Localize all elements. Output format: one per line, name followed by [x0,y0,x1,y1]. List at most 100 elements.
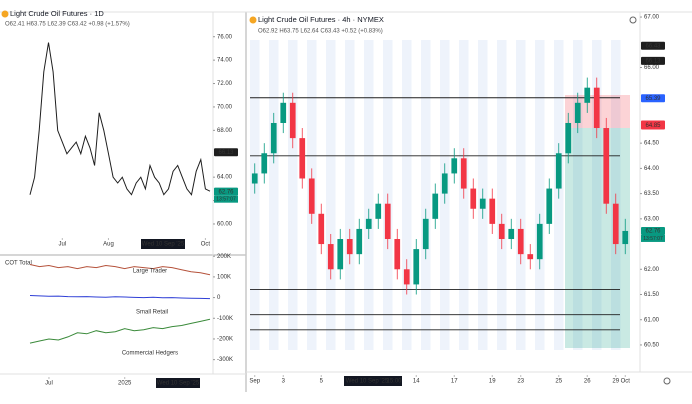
candle-body [489,198,496,224]
price-label-box [641,41,665,50]
price-label-box [641,56,665,65]
target-zone [565,128,630,348]
y-tick-label: 62.00 [644,267,660,273]
y-tick-label: 64.00 [644,166,660,172]
candle-body [289,102,296,139]
candle-body [327,244,334,270]
price-label: 66.13 [218,150,234,156]
chart-title: Light Crude Oil Futures · 1D [10,9,104,18]
ohlc-readout: O62.92 H63.75 L62.64 C63.43 +0.52 (+0.83… [258,29,383,35]
y-tick-label: 0 [217,295,221,301]
price-label: 65.39 [645,96,661,102]
y-tick-label: 63.50 [644,191,660,197]
candle-body [546,188,553,224]
candle-body [261,153,268,174]
clock-icon[interactable] [629,16,637,24]
price-label: 62.76 [645,229,661,235]
candle-body [365,218,372,229]
candle-body [356,228,363,255]
candle-body [536,223,543,260]
x-tick-label: Oct [201,242,211,248]
candle-body [508,228,515,240]
crosshair-date: Wed 10 Sep '25 [346,379,389,385]
x-tick-label: 5 [320,379,324,385]
x-tick-label: Jul [45,381,53,387]
y-tick-label: 100K [217,274,231,280]
countdown: 13:57:07 [643,236,663,242]
symbol-icon [249,16,257,24]
x-tick-label: 25 [555,379,562,385]
y-tick-label: -100K [217,316,233,322]
candle-body [403,269,410,285]
crosshair-date: Wed 10 Sep '25 [157,381,200,387]
candle-body [593,87,600,129]
chart-title: Light Crude Oil Futures · 4h · NYMEX [258,15,384,24]
y-tick-label: 76.00 [217,34,233,40]
candle-body [422,218,429,250]
candle-body [280,102,287,123]
price-label-box [641,121,665,130]
x-tick-label: Sep [249,379,260,385]
x-tick-label: Oct [621,379,631,385]
x-tick-label: 26 [584,379,591,385]
candle-body [517,228,524,255]
y-tick-label: 68.00 [217,128,233,134]
candle-body [394,239,401,270]
price-line [29,264,211,276]
y-tick-label: 64.00 [217,175,233,181]
price-line [29,42,211,196]
price-label-box [214,148,238,157]
candle-body [308,178,315,214]
price-line [29,318,211,344]
candle-body [470,188,477,209]
y-tick-label: 74.00 [217,58,233,64]
candle-body [337,239,344,270]
y-tick-label: -200K [217,337,233,343]
y-tick-label: 63.00 [644,216,660,222]
price-label-box [641,94,665,103]
y-tick-label: 200K [217,254,231,260]
series-label: Small Retail [136,310,168,316]
candle-body [460,158,467,189]
candle-body [251,173,258,184]
indicator-title: COT Total [5,261,32,267]
x-tick-label: 14 [413,379,420,385]
price-label: 62.76 [218,189,234,195]
candle-body [384,203,391,240]
y-tick-label: 60.50 [644,343,660,349]
countdown-box [641,234,665,242]
price-label-box [641,226,665,235]
candle-body [432,193,439,219]
candle-body [612,203,619,245]
candle-body [584,87,591,103]
price-line [29,295,211,300]
countdown: 13:57:07 [216,197,236,203]
crosshair-date: Wed 10 Sep '25 [142,242,185,248]
y-tick-label: 70.00 [217,105,233,111]
y-tick-label: 61.00 [644,317,660,323]
x-tick-label: Aug [103,242,114,248]
symbol-icon [1,10,9,18]
candle-body [574,102,581,123]
candle-body [375,203,382,219]
candle-body [451,158,458,174]
crosshair-box [141,239,185,249]
candle-body [318,213,325,245]
price-label: 66.43 [645,43,661,49]
candle-body [498,223,505,240]
settings-icon[interactable] [663,377,671,385]
crosshair-box [344,376,402,386]
x-tick-label: 3 [282,379,286,385]
ohlc-readout: O62.41 H63.75 L62.39 C63.42 +0.98 (+1.57… [5,22,130,28]
x-tick-label: 29 [612,379,619,385]
candle-body [270,122,277,154]
x-tick-label: 19 [489,379,496,385]
x-tick-label: 17 [451,379,458,385]
series-label: Large Trader [133,269,167,275]
candle-body [603,128,610,204]
candle-body [413,249,420,285]
candle-body [346,239,353,255]
crosshair-box [156,378,200,388]
y-tick-label: 72.00 [217,81,233,87]
